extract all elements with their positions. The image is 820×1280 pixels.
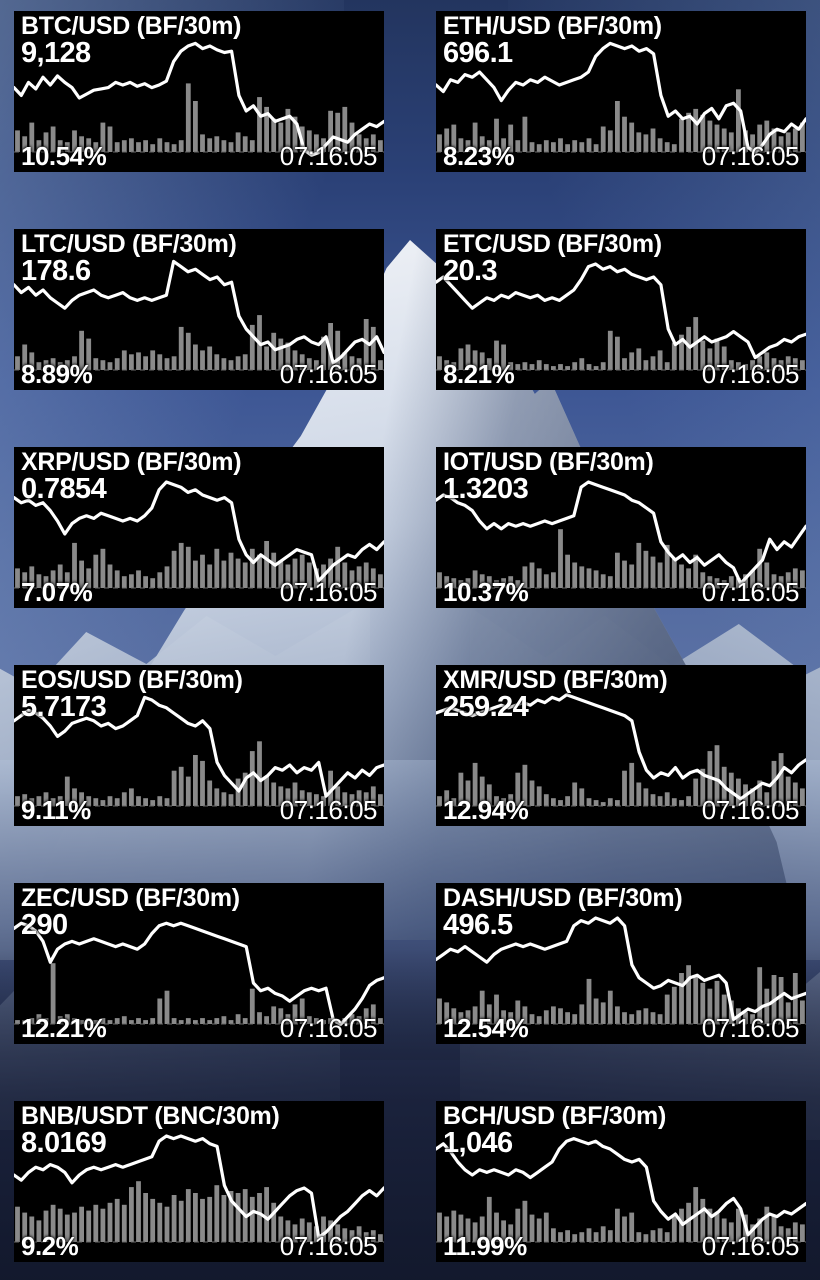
price-line (14, 480, 384, 583)
ticker-chart (436, 1101, 806, 1262)
ticker-update-time: 07:16:05 (279, 1230, 378, 1261)
ticker-chart (436, 883, 806, 1044)
ticker-widget[interactable]: XMR/USD (BF/30m) 259.24 12.94% 07:16:05 (436, 665, 806, 826)
price-line (14, 259, 384, 365)
ticker-update-time: 07:16:05 (701, 358, 800, 389)
ticker-change-percent: 10.37% (443, 576, 529, 607)
ticker-price-value: 496.5 (443, 909, 513, 941)
ticker-update-time: 07:16:05 (279, 1012, 378, 1043)
volume-bars (437, 529, 805, 588)
ticker-widget[interactable]: DASH/USD (BF/30m) 496.5 12.54% 07:16:05 (436, 883, 806, 1044)
ticker-price-value: 178.6 (21, 255, 91, 287)
ticker-update-time: 07:16:05 (279, 576, 378, 607)
ticker-widget[interactable]: BNB/USDT (BNC/30m) 8.0169 9.2% 07:16:05 (14, 1101, 384, 1262)
price-line (436, 41, 806, 155)
price-line (436, 693, 806, 801)
ticker-chart (436, 229, 806, 390)
ticker-chart (14, 447, 384, 608)
price-line (436, 480, 806, 585)
ticker-pair-label: XRP/USD (BF/30m) (21, 448, 242, 476)
ticker-change-percent: 7.07% (21, 576, 93, 607)
ticker-change-percent: 11.99% (443, 1230, 527, 1261)
ticker-pair-label: IOT/USD (BF/30m) (443, 448, 654, 476)
volume-bars (15, 963, 383, 1024)
ticker-chart (14, 11, 384, 172)
ticker-update-time: 07:16:05 (701, 794, 800, 825)
ticker-pair-label: ZEC/USD (BF/30m) (21, 884, 240, 912)
ticker-change-percent: 9.11% (21, 794, 91, 825)
price-line (14, 695, 384, 798)
price-line (436, 916, 806, 1021)
ticker-update-time: 07:16:05 (701, 140, 800, 171)
price-line (436, 1136, 806, 1237)
ticker-widget[interactable]: ETC/USD (BF/30m) 20.3 8.21% 07:16:05 (436, 229, 806, 390)
ticker-price-value: 259.24 (443, 691, 529, 723)
ticker-pair-label: XMR/USD (BF/30m) (443, 666, 668, 694)
ticker-widget[interactable]: BCH/USD (BF/30m) 1,046 11.99% 07:16:05 (436, 1101, 806, 1262)
ticker-change-percent: 12.94% (443, 794, 529, 825)
volume-bars (15, 1181, 383, 1242)
ticker-price-value: 1,046 (443, 1127, 513, 1159)
ticker-widget-grid: BTC/USD (BF/30m) 9,128 10.54% 07:16:05 E… (14, 11, 806, 1262)
price-line (436, 262, 806, 360)
ticker-change-percent: 8.89% (21, 358, 93, 389)
ticker-pair-label: DASH/USD (BF/30m) (443, 884, 683, 912)
ticker-pair-label: BTC/USD (BF/30m) (21, 12, 242, 40)
ticker-price-value: 1.3203 (443, 473, 529, 505)
ticker-change-percent: 12.54% (443, 1012, 529, 1043)
volume-bars (15, 315, 383, 370)
ticker-pair-label: EOS/USD (BF/30m) (21, 666, 243, 694)
ticker-widget[interactable]: IOT/USD (BF/30m) 1.3203 10.37% 07:16:05 (436, 447, 806, 608)
ticker-chart (436, 11, 806, 172)
ticker-price-value: 696.1 (443, 37, 513, 69)
ticker-widget[interactable]: EOS/USD (BF/30m) 5.7173 9.11% 07:16:05 (14, 665, 384, 826)
volume-bars (437, 317, 805, 370)
ticker-update-time: 07:16:05 (279, 794, 378, 825)
ticker-widget[interactable]: ETH/USD (BF/30m) 696.1 8.23% 07:16:05 (436, 11, 806, 172)
ticker-price-value: 5.7173 (21, 691, 107, 723)
ticker-chart (436, 665, 806, 826)
ticker-chart (14, 1101, 384, 1262)
ticker-chart (14, 229, 384, 390)
ticker-change-percent: 9.2% (21, 1230, 79, 1261)
ticker-pair-label: ETC/USD (BF/30m) (443, 230, 662, 258)
ticker-pair-label: BNB/USDT (BNC/30m) (21, 1102, 280, 1130)
ticker-update-time: 07:16:05 (701, 576, 800, 607)
ticker-pair-label: BCH/USD (BF/30m) (443, 1102, 666, 1130)
volume-bars (15, 741, 383, 806)
price-line (14, 921, 384, 1027)
ticker-widget[interactable]: LTC/USD (BF/30m) 178.6 8.89% 07:16:05 (14, 229, 384, 390)
ticker-update-time: 07:16:05 (701, 1012, 800, 1043)
ticker-widget[interactable]: XRP/USD (BF/30m) 0.7854 7.07% 07:16:05 (14, 447, 384, 608)
ticker-widget[interactable]: BTC/USD (BF/30m) 9,128 10.54% 07:16:05 (14, 11, 384, 172)
ticker-change-percent: 8.21% (443, 358, 515, 389)
ticker-chart (14, 665, 384, 826)
ticker-price-value: 0.7854 (21, 473, 107, 505)
price-line (14, 41, 384, 157)
ticker-change-percent: 8.23% (443, 140, 515, 171)
ticker-change-percent: 10.54% (21, 140, 107, 171)
ticker-price-value: 9,128 (21, 37, 91, 69)
ticker-widget[interactable]: ZEC/USD (BF/30m) 290 12.21% 07:16:05 (14, 883, 384, 1044)
ticker-price-value: 8.0169 (21, 1127, 107, 1159)
ticker-update-time: 07:16:05 (279, 140, 378, 171)
price-line (14, 1134, 384, 1239)
ticker-pair-label: LTC/USD (BF/30m) (21, 230, 237, 258)
ticker-update-time: 07:16:05 (701, 1230, 800, 1261)
ticker-update-time: 07:16:05 (279, 358, 378, 389)
ticker-price-value: 20.3 (443, 255, 498, 287)
ticker-price-value: 290 (21, 909, 68, 941)
ticker-pair-label: ETH/USD (BF/30m) (443, 12, 662, 40)
ticker-change-percent: 12.21% (21, 1012, 107, 1043)
ticker-chart (14, 883, 384, 1044)
ticker-chart (436, 447, 806, 608)
